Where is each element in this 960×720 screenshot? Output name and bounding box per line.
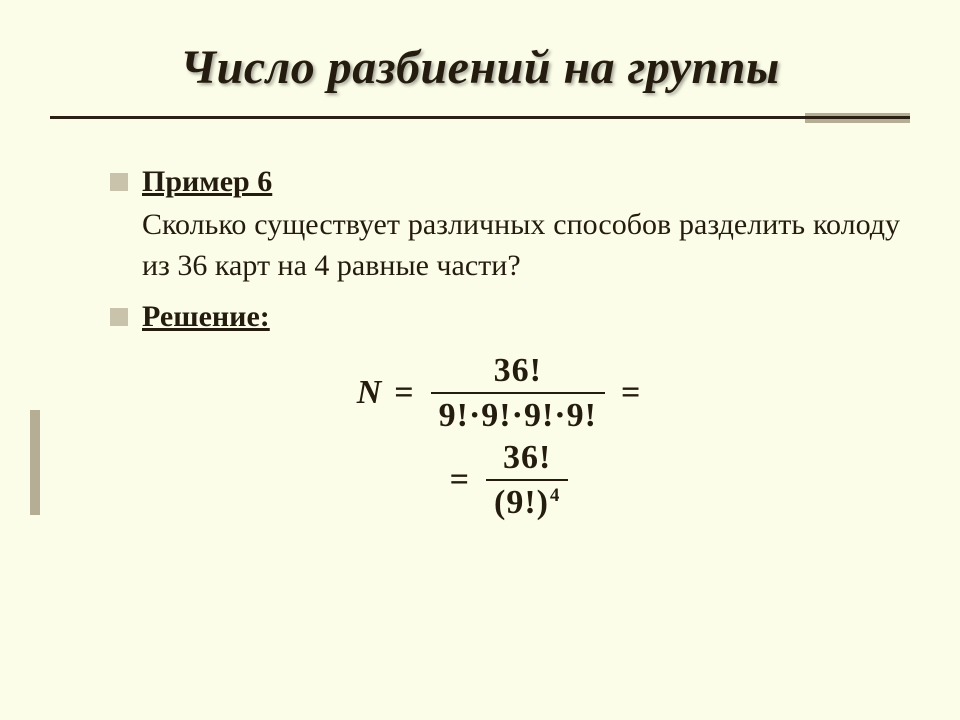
bullet-icon [110, 308, 128, 326]
solution-label: Решение: [142, 300, 270, 334]
fraction-2-den-base: (9!) [494, 484, 549, 521]
formula-line-2: = 36! (9!)4 [110, 439, 900, 522]
equals-sign: = [621, 374, 641, 412]
side-accent [30, 410, 40, 515]
solution-heading: Решение: [110, 300, 900, 334]
fraction-1-numerator: 36! [486, 352, 550, 389]
slide: Число разбиений на группы Пример 6 Сколь… [0, 0, 960, 720]
example-heading: Пример 6 [110, 165, 900, 199]
title-block: Число разбиений на группы [50, 40, 910, 123]
example-text: Сколько существует различных способов ра… [142, 205, 900, 286]
equals-sign: = [450, 461, 470, 499]
example-label: Пример 6 [142, 165, 272, 199]
fraction-2: 36! (9!)4 [486, 439, 568, 522]
slide-title: Число разбиений на группы [50, 40, 910, 95]
formula: N = 36! 9!·9!·9!·9! = = 36! (9!)4 [110, 352, 900, 522]
fraction-1: 36! 9!·9!·9!·9! [431, 352, 605, 435]
formula-variable: N [357, 374, 383, 412]
content: Пример 6 Сколько существует различных сп… [50, 165, 910, 522]
fraction-bar [431, 392, 605, 394]
fraction-2-denominator: (9!)4 [486, 484, 568, 521]
title-rule [50, 113, 910, 123]
fraction-2-den-exp: 4 [550, 485, 560, 506]
fraction-2-numerator: 36! [495, 439, 559, 476]
bullet-icon [110, 173, 128, 191]
equals-sign: = [394, 374, 414, 412]
fraction-bar [486, 479, 568, 481]
fraction-1-denominator: 9!·9!·9!·9! [431, 397, 605, 434]
title-rule-line [50, 116, 910, 119]
formula-line-1: N = 36! 9!·9!·9!·9! = [110, 352, 900, 435]
